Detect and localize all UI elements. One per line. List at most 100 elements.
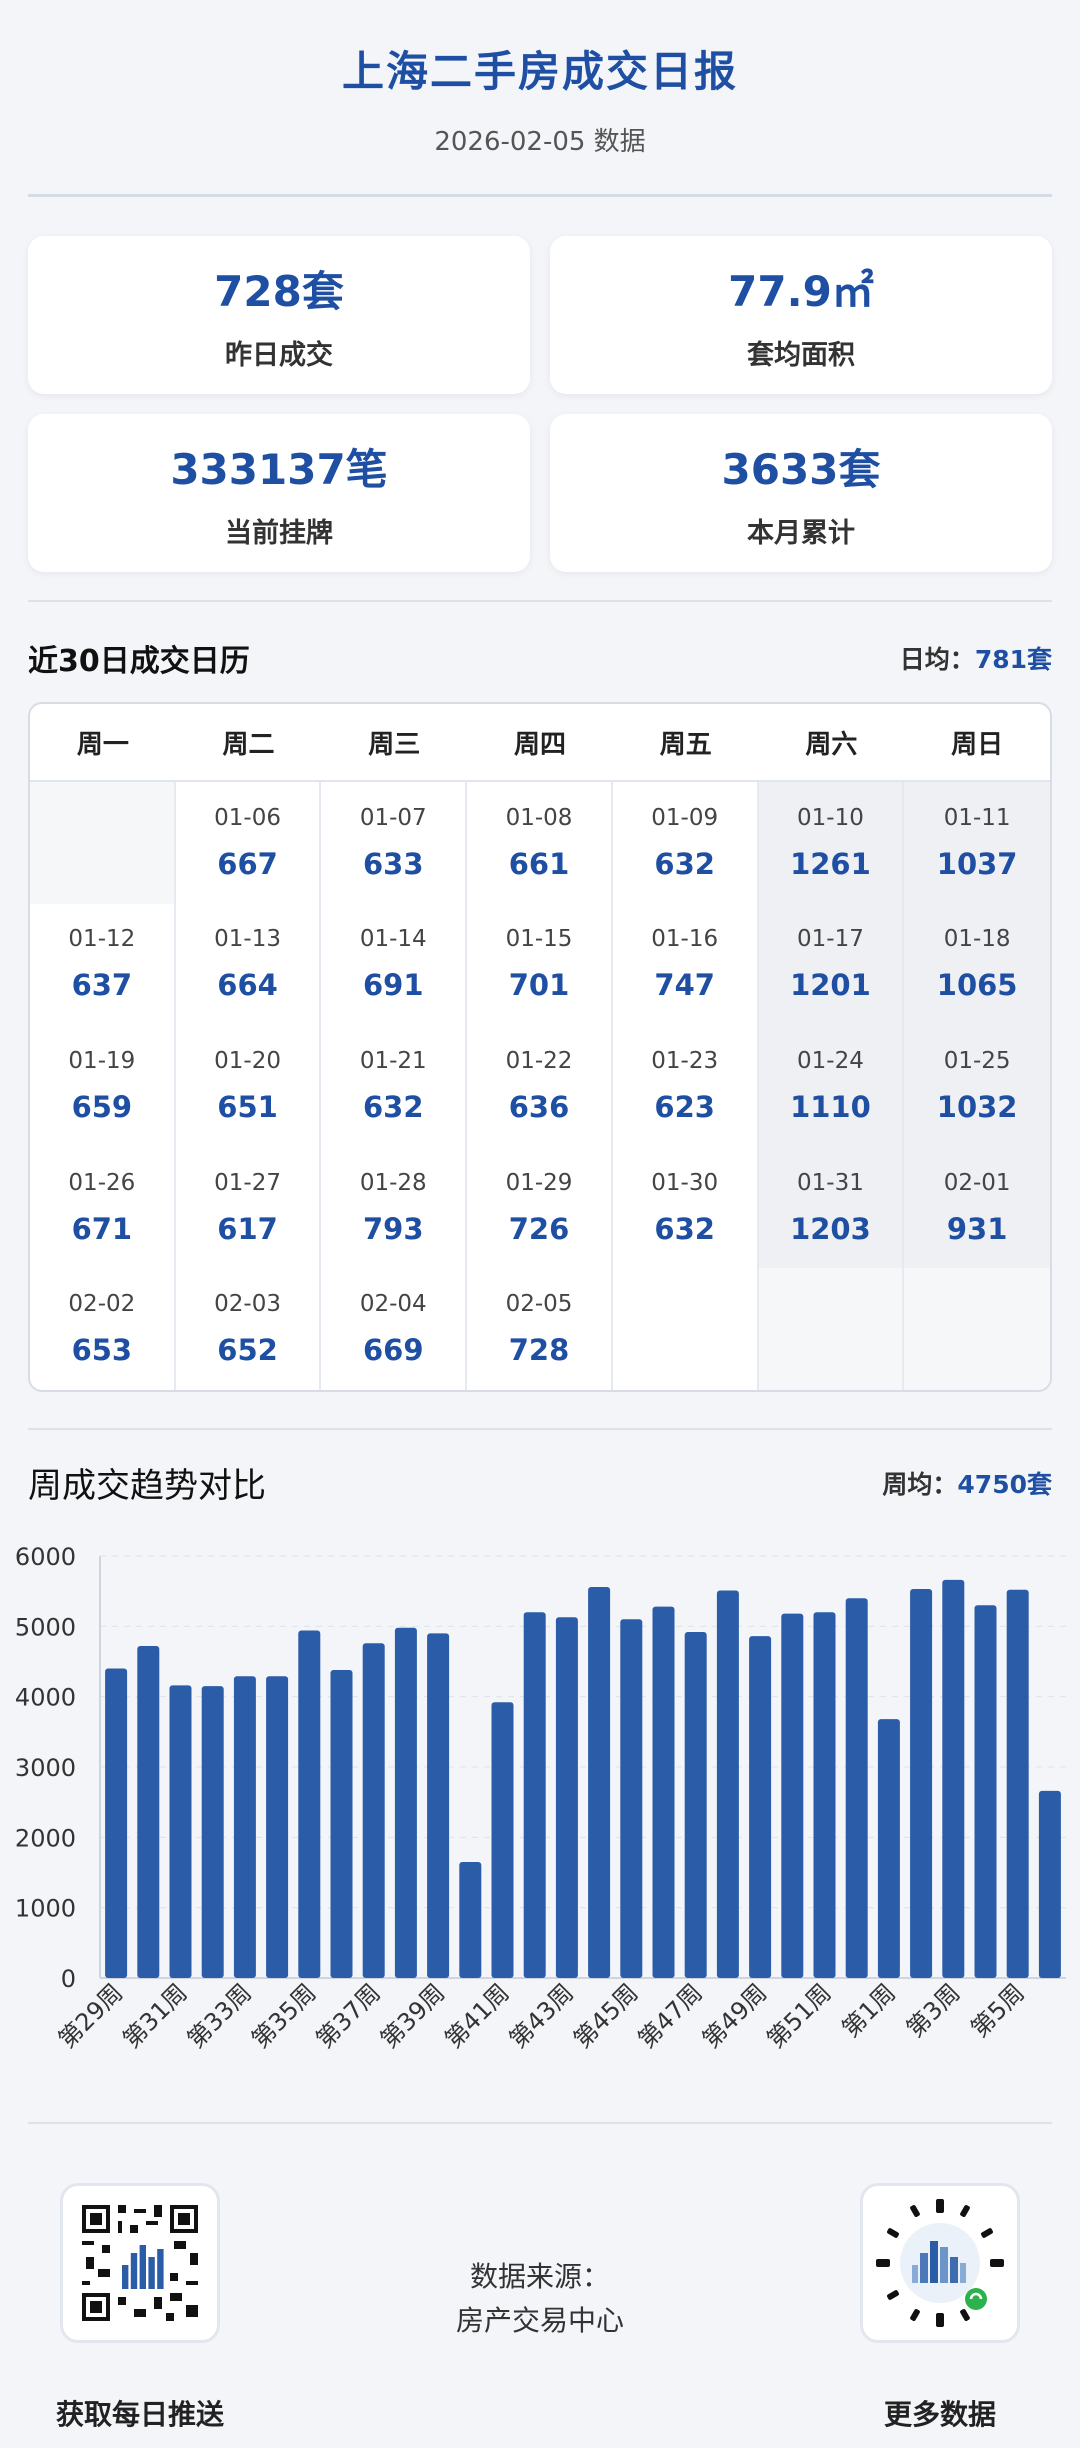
calendar-deal-count: 671 [71, 1211, 133, 1246]
calendar-date: 01-15 [505, 926, 573, 953]
weekly-section-header: 周成交趋势对比 周均：4750套 [28, 1458, 1052, 1507]
y-tick-label: 2000 [15, 1824, 76, 1852]
deal-calendar: 周一 周二 周三 周四 周五 周六 周日 01-06 667 01-07 633 01-08 661 0… [28, 702, 1052, 1392]
bar-第37周 [362, 1643, 385, 1978]
calendar-deal-count: 691 [363, 968, 424, 1003]
x-tick-label: 第3周 [901, 1978, 966, 2043]
calendar-date: 01-22 [505, 1047, 573, 1074]
calendar-empty-cell [758, 1268, 905, 1390]
calendar-deal-count: 701 [508, 968, 570, 1003]
calendar-deal-count: 637 [71, 968, 133, 1003]
calendar-day-cell: 01-30 632 [613, 1146, 759, 1269]
bar-第6周 [1038, 1790, 1061, 1978]
bar-第45周 [620, 1619, 643, 1978]
calendar-day-cell: 02-05 728 [467, 1268, 613, 1390]
weekday-label: 周日 [951, 729, 1004, 760]
calendar-date: 01-12 [68, 926, 136, 953]
chart-canvas: 0100020003000400050006000第29周第31周第33周第35… [15, 1543, 1066, 2054]
calendar-date: 01-27 [214, 1169, 281, 1196]
calendar-date: 01-08 [505, 804, 573, 831]
calendar-deal-count: 632 [363, 1089, 424, 1124]
footer: 获取每日推送 数据来源： 房产交易中心 更多数据 [0, 2175, 1080, 2445]
mini-program-code-icon [876, 2199, 1004, 2327]
calendar-day-cell: 01-11 1037 [904, 782, 1050, 904]
bar-第33周 [233, 1676, 256, 1978]
bar-第5周 [1006, 1589, 1029, 1978]
kpi-label: 本月累计 [747, 518, 855, 549]
weekly-average: 周均：4750套 [882, 1465, 1052, 1501]
bar-第50周 [781, 1613, 804, 1978]
weekday-label: 周三 [368, 729, 421, 760]
weekday-label: 周一 [76, 729, 129, 760]
calendar-weekday-header: 周一 周二 周三 周四 周五 周六 周日 [30, 704, 1050, 782]
kpi-card-listings: 333137笔 当前挂牌 [28, 414, 530, 572]
calendar-day-cell: 01-07 633 [321, 782, 468, 904]
kpi-card-month-total: 3633套 本月累计 [550, 414, 1052, 572]
calendar-day-cell: 02-04 669 [321, 1268, 468, 1390]
x-tick-label: 第45周 [568, 1978, 643, 2053]
calendar-day-cell: 01-27 617 [176, 1146, 322, 1269]
calendar-day-cell: 01-29 726 [467, 1146, 613, 1269]
report-header: 上海二手房成交日报 2026-02-05 数据 [0, 0, 1080, 197]
calendar-day-cell: 01-12 637 [30, 903, 176, 1026]
calendar-date: 01-30 [651, 1169, 719, 1196]
kpi-label: 昨日成交 [225, 340, 333, 371]
kpi-value: 728套 [214, 267, 344, 316]
calendar-day-cell: 02-01 931 [904, 1146, 1050, 1269]
bar-第51周 [813, 1612, 836, 1978]
bar-第30周 [137, 1646, 160, 1978]
calendar-date: 01-07 [359, 804, 427, 831]
calendar-day-cell: 02-03 652 [176, 1268, 322, 1390]
weekly-bar-chart: 0 1000 2000 3000 4000 5000 6000 第29周 第31周 第33周 第35… [0, 1530, 1080, 2090]
report-date: 2026-02-05 数据 [434, 127, 646, 157]
calendar-deal-count: 653 [71, 1333, 133, 1368]
push-qr-code[interactable] [60, 2183, 220, 2343]
bar-第3周 [942, 1579, 965, 1978]
calendar-day-cell: 01-21 632 [321, 1025, 468, 1147]
bar-第52周 [845, 1598, 868, 1978]
bar-第29周 [105, 1668, 128, 1978]
calendar-deal-count: 1201 [790, 968, 871, 1003]
calendar-empty-cell [30, 782, 176, 904]
x-tick-label: 第35周 [246, 1978, 321, 2053]
bar-第32周 [201, 1686, 224, 1978]
calendar-empty-cell [904, 1268, 1050, 1390]
bar-第40周 [459, 1861, 482, 1978]
y-tick-label: 6000 [15, 1543, 76, 1571]
calendar-date: 02-04 [359, 1291, 427, 1318]
x-tick-label: 第33周 [182, 1978, 257, 2053]
bar-第43周 [555, 1617, 578, 1978]
x-tick-label: 第47周 [633, 1978, 708, 2053]
calendar-day-cell: 01-25 1032 [904, 1025, 1050, 1147]
weekly-title: 周成交趋势对比 [28, 1466, 266, 1506]
mini-program-code[interactable] [860, 2183, 1020, 2343]
calendar-deal-count: 632 [654, 1211, 715, 1246]
kpi-value: 3633套 [721, 445, 881, 494]
weekday-label: 周四 [513, 729, 566, 760]
bar-第42周 [523, 1612, 546, 1978]
calendar-deal-count: 1110 [790, 1089, 871, 1124]
calendar-date: 01-20 [214, 1047, 281, 1074]
bar-第38周 [394, 1627, 417, 1978]
bar-第34周 [266, 1676, 289, 1978]
calendar-deal-count: 1037 [936, 846, 1018, 881]
calendar-deal-count: 747 [654, 968, 715, 1003]
calendar-deal-count: 1065 [936, 968, 1018, 1003]
bar-第44周 [588, 1586, 611, 1978]
calendar-deal-count: 623 [654, 1089, 715, 1124]
kpi-card-avg-area: 77.9㎡ 套均面积 [550, 236, 1052, 394]
y-tick-label: 5000 [15, 1613, 76, 1641]
daily-average-value: 781套 [974, 645, 1052, 674]
calendar-date: 01-28 [359, 1169, 427, 1196]
x-tick-label: 第37周 [311, 1978, 386, 2053]
y-tick-label: 3000 [15, 1754, 76, 1782]
calendar-deal-count: 726 [508, 1211, 570, 1246]
weekday-label: 周二 [222, 729, 275, 760]
calendar-date: 01-13 [214, 926, 281, 953]
calendar-day-cell: 01-13 664 [176, 903, 322, 1026]
calendar-date: 01-19 [68, 1047, 136, 1074]
bar-第41周 [491, 1702, 514, 1978]
calendar-deal-count: 667 [217, 846, 278, 881]
calendar-date: 02-02 [68, 1291, 136, 1318]
x-tick-label: 第49周 [697, 1978, 772, 2053]
